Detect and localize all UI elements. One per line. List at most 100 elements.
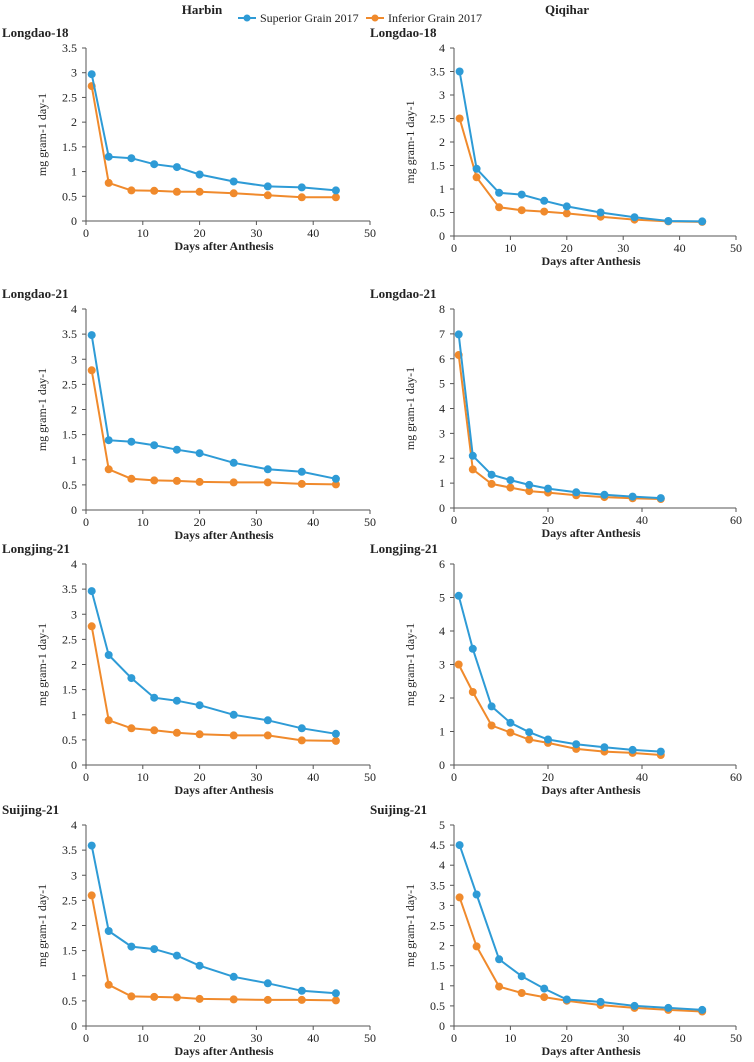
data-point-inferior [127,992,136,1001]
legend-superior-label: Superior Grain 2017 [260,11,359,25]
y-tick-label: 0.5 [62,733,77,747]
y-tick-label: 3 [71,868,77,882]
y-tick-label: 0.5 [62,189,77,203]
data-point-superior [596,208,605,217]
y-tick-label: 3.5 [62,327,77,341]
y-tick-label: 2.5 [62,893,77,907]
y-axis-label: mg gram-1 day-1 [35,93,49,176]
y-tick-label: 0 [71,503,77,517]
y-tick-label: 0 [439,1019,445,1033]
data-point-inferior [506,483,515,492]
y-tick-label: 0 [71,214,77,228]
y-tick-label: 2.5 [62,377,77,391]
y-tick-label: 3 [439,426,445,440]
data-point-inferior [127,724,136,733]
data-point-inferior [331,736,340,745]
data-point-inferior [297,193,306,202]
y-tick-label: 3.5 [62,582,77,596]
legend-inferior-label: Inferior Grain 2017 [388,11,482,25]
data-point-inferior [263,731,272,740]
x-tick-label: 40 [636,513,648,527]
y-tick-label: 3 [71,607,77,621]
data-point-superior [297,467,306,476]
panel-title: Suijing-21 [2,802,59,817]
x-tick-label: 50 [364,770,376,784]
y-tick-label: 1 [71,453,77,467]
data-point-superior [454,330,463,339]
series-line-superior [90,845,336,995]
data-point-superior [472,164,481,173]
data-point-inferior [104,980,113,989]
data-point-superior [229,177,238,186]
data-point-superior [172,951,181,960]
data-point-superior [150,160,159,169]
data-point-inferior [195,477,204,486]
x-tick-label: 0 [451,513,457,527]
x-axis-label: Days after Anthesis [174,528,273,542]
data-point-inferior [172,993,181,1002]
data-point-inferior [331,480,340,489]
data-point-superior [87,331,96,340]
y-tick-label: 0 [439,501,445,515]
data-point-inferior [540,993,549,1002]
y-tick-label: 0 [71,758,77,772]
y-tick-label: 2.5 [62,632,77,646]
data-point-superior [628,745,637,754]
data-point-superior [195,961,204,970]
panel-title: Longjing-21 [370,541,438,556]
x-tick-label: 0 [451,770,457,784]
data-point-inferior [229,995,238,1004]
panel-title: Longdao-21 [2,286,68,301]
series-line-superior [90,590,337,735]
data-point-inferior [297,736,306,745]
panel-title: Suijing-21 [370,802,427,817]
y-tick-label: 2.5 [62,90,77,104]
series-line-superior [458,844,703,1011]
y-tick-label: 3.5 [62,41,77,55]
legend: Superior Grain 2017 Inferior Grain 2017 [238,11,482,25]
y-tick-label: 4.5 [430,838,445,852]
x-tick-label: 20 [561,241,573,255]
data-point-superior [517,972,526,981]
data-point-superior [87,841,96,850]
data-point-superior [572,488,581,497]
data-point-superior [87,587,96,596]
data-point-superior [263,465,272,474]
y-tick-label: 2 [439,691,445,705]
x-tick-label: 20 [194,515,206,529]
data-point-inferior [87,622,96,631]
x-tick-label: 20 [542,770,554,784]
x-tick-label: 40 [674,241,686,255]
y-tick-label: 2.5 [430,112,445,126]
data-point-inferior [455,893,464,902]
panel-title: Longdao-21 [370,286,436,301]
data-point-superior [229,458,238,467]
data-point-superior [87,70,96,79]
x-tick-label: 30 [617,241,629,255]
data-point-superior [195,701,204,710]
y-tick-label: 4 [439,624,445,638]
x-tick-label: 10 [137,515,149,529]
y-tick-label: 1 [439,979,445,993]
x-tick-label: 30 [250,515,262,529]
y-tick-label: 2 [71,919,77,933]
series-line-inferior [90,370,336,486]
y-tick-label: 5 [439,377,445,391]
x-tick-label: 20 [194,226,206,240]
data-point-superior [544,484,552,493]
y-tick-label: 0 [439,229,445,243]
y-tick-label: 1 [439,476,445,490]
data-point-superior [698,217,707,226]
data-point-inferior [195,994,204,1003]
data-point-inferior [229,731,238,740]
data-point-inferior [263,478,272,487]
panel-title: Longdao-18 [370,25,437,40]
y-axis-label: mg gram-1 day-1 [403,100,417,183]
x-axis-label: Days after Anthesis [174,239,273,253]
series-line-superior [458,71,703,223]
x-tick-label: 50 [364,226,376,240]
data-point-inferior [127,186,136,195]
